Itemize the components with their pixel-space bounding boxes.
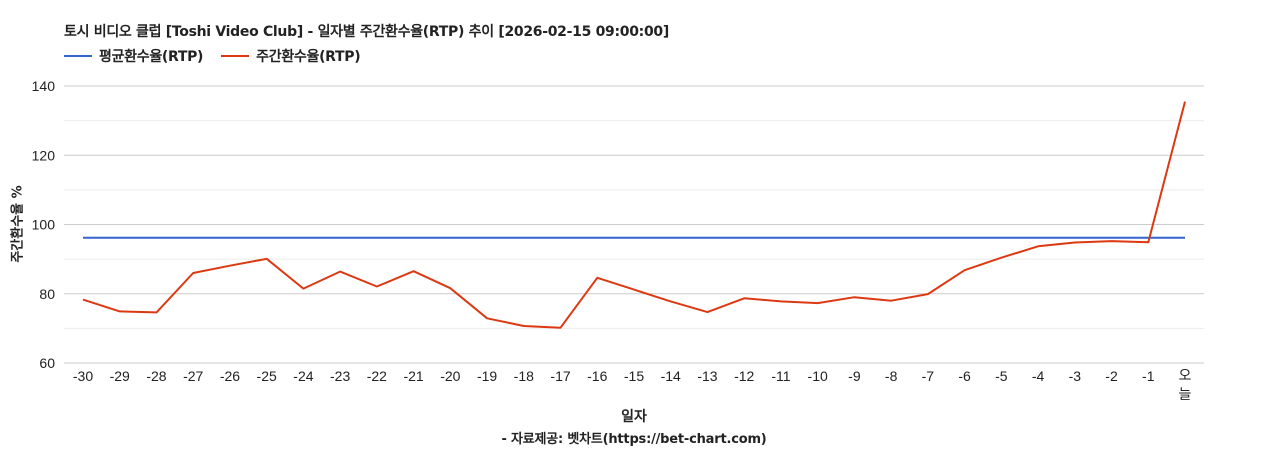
x-tick-label: -2 [1105,368,1118,384]
series-lines [82,101,1186,329]
x-tick-label: 늘 [1179,386,1192,402]
x-tick-label: -13 [697,368,717,384]
x-tick-label: -30 [73,368,93,384]
x-tick-label: -21 [403,368,423,384]
x-tick-label: -6 [958,368,971,384]
x-tick-label: -11 [771,368,790,384]
x-tick-label: -9 [848,368,861,384]
y-axis-label: 주간환수율 % [10,185,26,263]
x-axis-label: 일자 [621,409,647,425]
y-tick-label: 140 [32,78,56,94]
x-tick-label: -27 [183,368,203,384]
x-tick-label: -3 [1069,368,1082,384]
legend-item-weekly-rtp[interactable]: 주간환수율(RTP) [221,46,361,66]
x-tick-label: -23 [330,368,350,384]
x-tick-label: -26 [220,368,240,384]
x-tick-label: -14 [661,368,681,384]
x-tick-label: -24 [293,368,313,384]
y-tick-label: 120 [32,147,56,163]
x-tick-label: -28 [146,368,166,384]
x-tick-label: -12 [734,368,754,384]
legend-swatch-blue [64,55,92,57]
legend-item-average-rtp[interactable]: 평균환수율(RTP) [64,46,203,66]
weekly-rtp-line[interactable] [82,101,1186,329]
y-tick-label: 80 [39,286,55,302]
x-tick-label: -29 [110,368,130,384]
chart-title: 토시 비디오 클럽 [Toshi Video Club] - 일자별 주간환수율… [64,24,669,40]
x-tick-label: -8 [885,368,898,384]
y-tick-label: 100 [32,217,56,233]
x-tick-label: -4 [1032,368,1045,384]
y-tick-label: 60 [39,355,55,371]
x-tick-label: 오 [1179,367,1192,383]
x-tick-label: -17 [550,368,570,384]
x-tick-label: -25 [257,368,277,384]
gridlines [64,85,1204,364]
x-tick-label: -15 [624,368,644,384]
legend-label: 평균환수율(RTP) [99,49,204,65]
x-axis-ticks: -30 -29 -28 -27 -26 -25 -24 -23 -22 -21 -20 -19 -18-… [73,367,1192,402]
x-tick-label: -18 [514,368,534,384]
source-credit: - 자료제공: 벳차트(https://bet-chart.com) [501,432,767,447]
legend-swatch-red [221,55,250,57]
x-tick-label: -22 [367,368,387,384]
x-tick-label: -1 [1142,368,1155,384]
y-axis-ticks: 60 80 100 120 140 [32,78,56,371]
x-tick-label: -19 [477,368,497,384]
x-tick-label: -16 [587,368,607,384]
legend: 평균환수율(RTP) 주간환수율(RTP) [64,46,361,66]
x-tick-label: -5 [995,368,1008,384]
x-tick-label: -7 [922,368,935,384]
legend-label: 주간환수율(RTP) [256,49,361,65]
x-tick-label: -10 [808,368,828,384]
x-tick-label: -20 [440,368,460,384]
